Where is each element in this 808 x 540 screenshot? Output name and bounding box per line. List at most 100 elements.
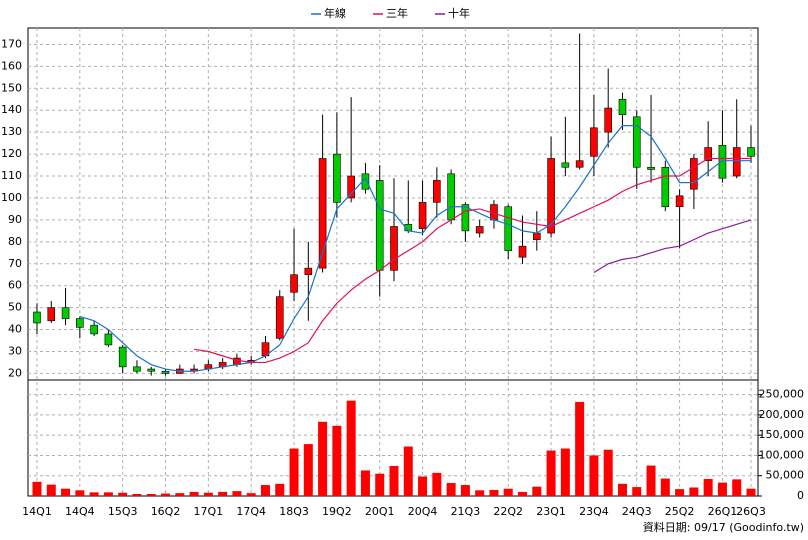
volume-bar <box>89 492 99 496</box>
y-tick-label: 150 <box>1 81 22 94</box>
y2-tick-label: 0 <box>797 489 804 502</box>
x-tick-label: 19Q2 <box>322 505 352 518</box>
candle-body <box>475 226 484 234</box>
candle-body <box>290 274 298 293</box>
y-tick-label: 90 <box>8 213 22 226</box>
candle-body <box>618 98 627 115</box>
ma-line <box>193 157 751 364</box>
y-tick-label: 30 <box>8 344 22 357</box>
y-tick-label: 60 <box>8 279 22 292</box>
x-tick-label: 25Q2 <box>665 505 695 518</box>
x-tick-label: 15Q3 <box>108 505 138 518</box>
candle-body <box>104 333 113 346</box>
volume-bar <box>575 401 585 496</box>
volume-bar <box>75 490 85 496</box>
candle-body <box>433 180 441 203</box>
volume-bar <box>346 400 356 496</box>
x-tick-label: 21Q3 <box>451 505 481 518</box>
volume-bar <box>675 489 685 496</box>
y-tick-label: 40 <box>8 323 22 336</box>
volume-bar <box>189 491 199 496</box>
candle-body <box>561 162 570 168</box>
volume-bar <box>518 491 528 496</box>
candle-body <box>532 232 541 240</box>
volume-bar <box>118 492 128 496</box>
volume-bar <box>475 490 485 496</box>
candle-body <box>304 267 313 276</box>
volume-bar <box>275 483 285 496</box>
volume-bar <box>61 488 71 496</box>
x-tick-label: 16Q2 <box>151 505 181 518</box>
volume-bar <box>161 493 171 496</box>
volume-bar <box>503 488 513 496</box>
volume-bar <box>646 465 656 496</box>
y2-tick-label: 50,000 <box>766 469 805 482</box>
volume-bar <box>446 483 456 496</box>
y2-tick-label: 200,000 <box>759 408 805 421</box>
volume-bar <box>375 473 385 496</box>
y2-tick-label: 150,000 <box>759 428 805 441</box>
y-tick-label: 110 <box>1 169 22 182</box>
volume-bar <box>303 444 313 496</box>
volume-bar <box>289 448 299 496</box>
volume-bar <box>717 482 727 496</box>
volume-bar <box>332 425 342 496</box>
candle-body <box>632 116 641 168</box>
volume-bar <box>203 492 213 496</box>
candle-body <box>318 158 327 269</box>
volume-bar <box>32 481 42 496</box>
volume-bar <box>232 491 242 496</box>
volume-bar <box>132 493 142 496</box>
volume-bar <box>632 487 642 496</box>
x-tick-label: 18Q3 <box>279 505 309 518</box>
x-tick-label: 22Q2 <box>493 505 523 518</box>
x-tick-label: 20Q1 <box>365 505 395 518</box>
volume-bar <box>546 450 556 496</box>
volume-bar <box>746 488 756 496</box>
legend-label: 十年 <box>448 6 470 20</box>
y-tick-label: 50 <box>8 301 22 314</box>
candle-body <box>747 147 755 157</box>
candle-body <box>76 318 84 328</box>
volume-bar <box>318 421 328 496</box>
y2-tick-label: 250,000 <box>759 388 805 401</box>
candle-body <box>732 147 741 177</box>
ma-line <box>79 124 751 372</box>
candle-body <box>275 296 284 339</box>
y-tick-label: 140 <box>1 103 22 116</box>
x-tick-label: 23Q4 <box>579 505 609 518</box>
x-tick-label: 23Q1 <box>536 505 566 518</box>
x-tick-label: 20Q4 <box>408 505 438 518</box>
x-tick-label: 26Q1 <box>708 505 738 518</box>
volume-bar <box>603 449 613 496</box>
volume-bar <box>460 485 470 496</box>
candle-body <box>575 160 584 168</box>
candle-body <box>418 202 427 229</box>
volume-bar <box>660 478 670 496</box>
candle-body <box>590 127 598 157</box>
volume-bar <box>175 493 185 496</box>
volume-bar <box>560 448 570 496</box>
volume-bar <box>589 455 599 496</box>
y-tick-label: 100 <box>1 191 22 204</box>
y-tick-label: 170 <box>1 37 22 50</box>
x-tick-label: 17Q4 <box>236 505 266 518</box>
candle-body <box>347 175 355 199</box>
x-tick-label: 14Q4 <box>65 505 95 518</box>
candle-body <box>704 147 712 161</box>
volume-bar <box>432 472 442 496</box>
ma-line <box>593 219 752 274</box>
y2-tick-label: 100,000 <box>759 448 805 461</box>
volume-bar <box>46 484 56 496</box>
volume-bar <box>246 493 256 496</box>
volume-bar <box>403 446 413 496</box>
volume-bar <box>617 483 627 496</box>
x-tick-label: 17Q1 <box>194 505 224 518</box>
volume-bar <box>389 465 399 496</box>
candle-body <box>647 166 655 170</box>
candle-body <box>518 245 527 258</box>
x-tick-label: 14Q1 <box>22 505 52 518</box>
candle-body <box>504 206 513 251</box>
volume-bar <box>218 491 228 496</box>
